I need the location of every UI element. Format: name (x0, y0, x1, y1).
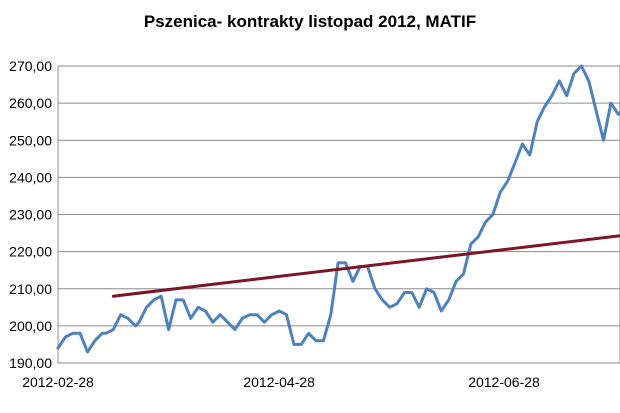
x-tick-label: 2012-04-28 (243, 374, 315, 390)
gridlines (58, 102, 620, 327)
x-axis-tick-labels: 2012-02-28 2012-04-28 2012-06-28 (22, 374, 540, 390)
y-tick-label: 200,00 (9, 318, 52, 334)
y-tick-label: 210,00 (9, 281, 52, 297)
y-tick-label: 240,00 (9, 169, 52, 185)
trend-line (111, 234, 620, 298)
x-tick-label: 2012-06-28 (468, 374, 540, 390)
y-tick-label: 230,00 (9, 207, 52, 223)
chart-title: Pszenica- kontrakty listopad 2012, MATIF (143, 12, 477, 31)
y-axis-tick-labels: 190,00 200,00 210,00 220,00 230,00 240,00 250,… (9, 58, 52, 371)
price-series-line (56, 64, 620, 354)
x-tick-label: 2012-02-28 (22, 374, 94, 390)
series-lines (56, 64, 620, 354)
y-tick-label: 270,00 (9, 58, 52, 74)
y-tick-label: 250,00 (9, 132, 52, 148)
y-tick-label: 260,00 (9, 95, 52, 111)
y-tick-label: 190,00 (9, 355, 52, 371)
y-tick-label: 220,00 (9, 244, 52, 260)
